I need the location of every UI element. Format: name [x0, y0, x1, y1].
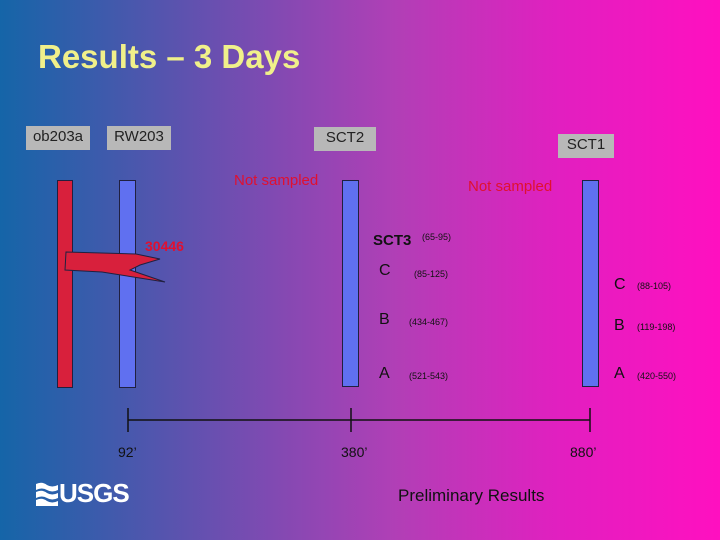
- sct1-range-a: (420-550): [637, 371, 677, 381]
- sct3-letter-b: B: [379, 311, 390, 328]
- sct3-range-c: (85-125): [414, 269, 449, 279]
- distance-scale: [127, 408, 591, 432]
- tag-sct2: SCT2: [314, 127, 376, 151]
- sct3-letter-a: A: [379, 365, 390, 382]
- plume-arrow-shape: [64, 251, 166, 283]
- distance-label-92: 92’: [118, 444, 137, 460]
- sct1-letter-c: C: [614, 276, 626, 293]
- usgs-logo: USGS: [36, 478, 130, 509]
- tag-rw203: RW203: [107, 126, 171, 150]
- well-rw203: [119, 180, 136, 388]
- usgs-wave-icon: [36, 482, 58, 506]
- plume-value: 30446: [145, 238, 184, 254]
- page-title: Results – 3 Days: [38, 38, 301, 75]
- sct1-range-c: (88-105): [637, 281, 672, 291]
- sct3-range-b: (434-467): [409, 317, 449, 327]
- sct3-range: (65-95): [422, 232, 452, 242]
- not-sampled-label-sct1: Not sampled: [468, 178, 553, 195]
- tag-sct1: SCT1: [558, 134, 614, 158]
- sct1-letter-b: B: [614, 317, 625, 334]
- sct3-range-a: (521-543): [409, 371, 449, 381]
- sct1-range-b: (119-198): [637, 322, 676, 332]
- sct1-letter-a: A: [614, 365, 625, 382]
- footer-text: Preliminary Results: [398, 486, 545, 505]
- distance-label-880: 880’: [570, 444, 597, 460]
- distance-label-380: 380’: [341, 444, 368, 460]
- well-sct2: [342, 180, 359, 387]
- sct3-label: SCT3: [373, 232, 412, 249]
- tag-ob203a: ob203a: [26, 126, 90, 150]
- well-ob203a: [57, 180, 73, 388]
- sct3-letter-c: C: [379, 262, 391, 279]
- usgs-logo-text: USGS: [59, 478, 130, 508]
- well-sct1: [582, 180, 599, 387]
- not-sampled-label-sct2: Not sampled: [234, 172, 319, 189]
